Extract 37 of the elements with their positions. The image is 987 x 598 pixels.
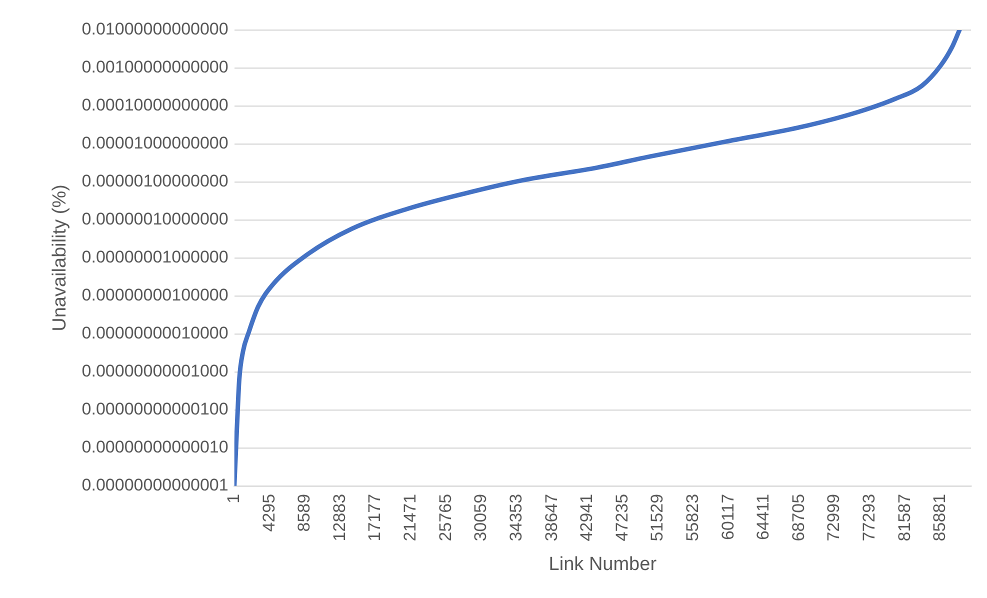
x-tick-label: 85881 [930, 494, 950, 542]
x-tick-label: 47235 [612, 494, 632, 542]
x-tick-label: 17177 [365, 494, 384, 542]
y-tick-label: 0.00000000000010 [82, 438, 228, 457]
x-tick-label: 64411 [754, 494, 773, 540]
x-tick-label: 51529 [648, 494, 667, 542]
y-tick-label: 0.00100000000000 [82, 58, 228, 77]
x-tick-label: 55823 [682, 494, 702, 542]
x-tick-label: 34353 [506, 494, 526, 542]
y-tick-label: 0.00000000100000 [82, 286, 228, 305]
y-axis-title: Unavailability (%) [50, 184, 71, 332]
y-tick-label: 0.00000000001000 [82, 362, 228, 381]
x-tick-label: 60117 [718, 494, 738, 540]
y-tick-label: 0.00000000010000 [82, 324, 228, 343]
x-tick-label: 77293 [860, 494, 879, 542]
x-tick-label: 72999 [824, 494, 844, 542]
x-axis-title: Link Number [548, 554, 658, 575]
x-tick-label: 4295 [259, 494, 278, 532]
x-tick-label: 25765 [436, 494, 455, 542]
y-tick-label: 0.00000001000000 [82, 248, 228, 267]
y-tick-label: 0.00000000000001 [82, 476, 228, 495]
y-tick-label: 0.00010000000000 [82, 96, 228, 115]
x-tick-label: 12883 [330, 494, 349, 542]
y-tick-label: 0.00000010000000 [82, 210, 228, 229]
x-tick-label: 38647 [542, 494, 561, 542]
x-tick-label: 21471 [400, 494, 420, 542]
x-tick-label: 30059 [471, 494, 490, 542]
line-series [234, 30, 962, 486]
x-tick-label: 42941 [577, 494, 596, 542]
y-tick-label: 0.00001000000000 [82, 134, 228, 153]
y-tick-label: 0.00000100000000 [82, 172, 228, 191]
x-tick-label: 68705 [788, 494, 808, 542]
y-tick-label: 0.01000000000000 [82, 20, 228, 39]
x-tick-label: 8589 [294, 494, 314, 532]
x-tick-label: 1 [224, 494, 244, 504]
y-tick-label: 0.00000000000100 [82, 400, 228, 419]
x-tick-label: 81587 [894, 494, 914, 542]
